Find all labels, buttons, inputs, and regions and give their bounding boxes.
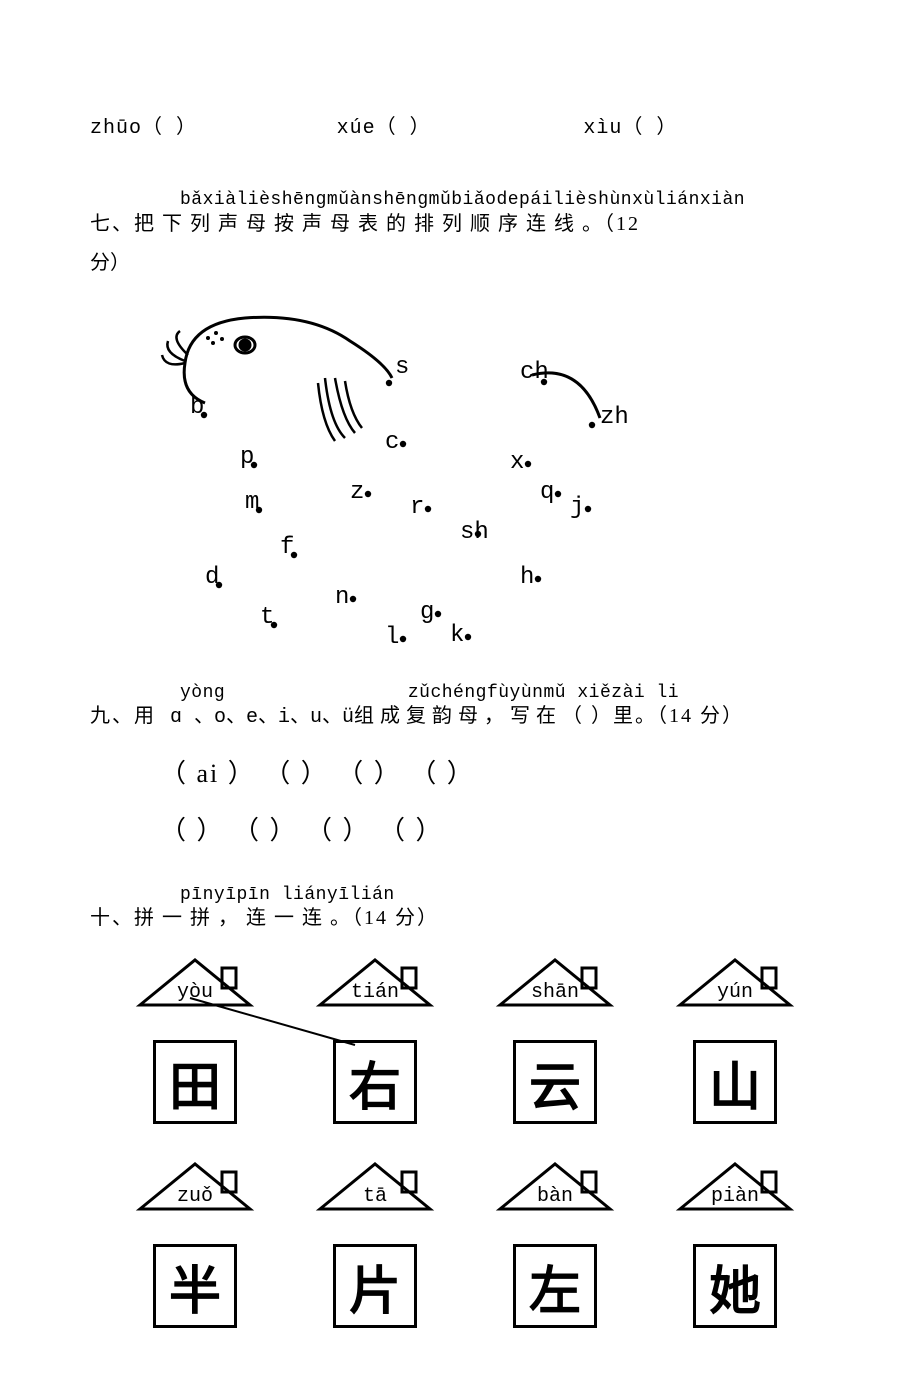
- q9-tail: （ ）里。（14 分）: [562, 705, 744, 727]
- pinyin-house[interactable]: tā: [310, 1154, 440, 1214]
- q9-heading: yòng zǔchéngfùyùnmǔ xiězài li 九、用 ɑ 、o、e…: [90, 683, 830, 731]
- svg-text:piàn: piàn: [711, 1185, 759, 1208]
- hanzi-box[interactable]: 山: [693, 1040, 777, 1124]
- svg-text:f: f: [280, 534, 294, 561]
- q9-number: 九、: [90, 705, 134, 727]
- pinyin-house[interactable]: zuǒ: [130, 1154, 260, 1214]
- svg-text:c: c: [385, 429, 399, 456]
- svg-text:t: t: [260, 604, 274, 631]
- q10-heading: pīnyīpīn liányīlián 十、拼一拼，连一连。（14 分）: [90, 885, 830, 931]
- svg-text:zh: zh: [600, 404, 629, 431]
- svg-text:j: j: [570, 494, 584, 521]
- q7-heading: bǎxiàlièshēngmǔànshēngmǔbiǎodepáilièshùn…: [90, 190, 830, 236]
- svg-text:sh: sh: [460, 519, 489, 546]
- svg-text:ch: ch: [520, 359, 549, 386]
- pinyin-house[interactable]: piàn: [670, 1154, 800, 1214]
- svg-text:bàn: bàn: [537, 1185, 573, 1208]
- svg-text:d: d: [205, 564, 219, 591]
- blank-item[interactable]: xúe（ ）: [337, 110, 584, 140]
- svg-text:s: s: [395, 354, 409, 381]
- hanzi-box[interactable]: 田: [153, 1040, 237, 1124]
- q10-number: 十、: [90, 907, 134, 929]
- svg-text:q: q: [540, 479, 554, 506]
- svg-text:n: n: [335, 584, 349, 611]
- q7-points: 。（12: [582, 213, 640, 235]
- svg-text:p: p: [240, 444, 254, 471]
- svg-text:yòu: yòu: [177, 981, 213, 1004]
- pinyin-house[interactable]: yún: [670, 950, 800, 1010]
- q7-number: 七、: [90, 213, 134, 235]
- hanzi-box[interactable]: 她: [693, 1244, 777, 1328]
- svg-text:tián: tián: [351, 981, 399, 1004]
- svg-text:b: b: [190, 394, 204, 421]
- q9-pinyin-right: zǔchéngfùyùnmǔ xiězài li: [408, 683, 679, 703]
- q9-pinyin-left: yòng: [180, 683, 225, 703]
- dots-svg: b pmf d t n lgk h jqx zh ch sh r zc s: [150, 283, 670, 673]
- q9-hanzi: 组成复韵母，写在: [354, 705, 562, 727]
- svg-text:yún: yún: [717, 981, 753, 1004]
- q9-pre: 用: [134, 705, 158, 727]
- q9-vowel-list: ɑ 、o、e、i、u、ü: [158, 706, 354, 729]
- svg-text:h: h: [520, 564, 534, 591]
- q7-pinyin: bǎxiàlièshēngmǔànshēngmǔbiǎodepáilièshùn…: [180, 190, 830, 212]
- pinyin-house[interactable]: bàn: [490, 1154, 620, 1214]
- svg-text:shān: shān: [531, 981, 579, 1004]
- prev-question-blanks: zhūo（ ） xúe（ ） xìu（ ）: [90, 110, 830, 140]
- hanzi-box[interactable]: 云: [513, 1040, 597, 1124]
- svg-text:m: m: [245, 489, 259, 516]
- svg-text:tā: tā: [363, 1185, 387, 1208]
- svg-text:z: z: [350, 479, 364, 506]
- svg-text:zuǒ: zuǒ: [177, 1185, 213, 1208]
- q9-blanks[interactable]: （ ai ） （ ） （ ） （ ） （ ） （ ） （ ） （ ）: [160, 745, 830, 859]
- hanzi-box[interactable]: 片: [333, 1244, 417, 1328]
- svg-text:l: l: [385, 624, 399, 651]
- blank-item[interactable]: zhūo（ ）: [90, 110, 337, 140]
- svg-text:k: k: [450, 622, 464, 649]
- q9-row2[interactable]: （ ） （ ） （ ） （ ）: [160, 802, 830, 859]
- svg-text:g: g: [420, 599, 434, 626]
- hanzi-box[interactable]: 左: [513, 1244, 597, 1328]
- q10-hanzi: 拼一拼，连一连: [134, 907, 330, 929]
- svg-text:x: x: [510, 449, 524, 476]
- q9-pinyin: yòng zǔchéngfùyùnmǔ xiězài li: [180, 683, 830, 705]
- hanzi-box[interactable]: 半: [153, 1244, 237, 1328]
- hanzi-box[interactable]: 右: [333, 1040, 417, 1124]
- pinyin-house[interactable]: yòu: [130, 950, 260, 1010]
- pinyin-house[interactable]: shān: [490, 950, 620, 1010]
- q7-connect-dots-diagram[interactable]: b pmf d t n lgk h jqx zh ch sh r zc s: [150, 283, 670, 673]
- q10-pinyin: pīnyīpīn liányīlián: [180, 885, 830, 907]
- q7-hanzi: 把下列声母按声母表的排列顺序连线: [134, 213, 582, 235]
- q10-points: 。（14 分）: [330, 907, 439, 929]
- q7-sub: 分）: [90, 246, 830, 275]
- pinyin-house[interactable]: tián: [310, 950, 440, 1010]
- blank-item[interactable]: xìu（ ）: [583, 110, 830, 140]
- q9-row1[interactable]: （ ai ） （ ） （ ） （ ）: [160, 745, 830, 802]
- svg-text:r: r: [410, 494, 424, 521]
- q10-match-grid[interactable]: yòu tián shān yún 田 右 云 山 zuǒ tā bàn pià…: [90, 940, 830, 1338]
